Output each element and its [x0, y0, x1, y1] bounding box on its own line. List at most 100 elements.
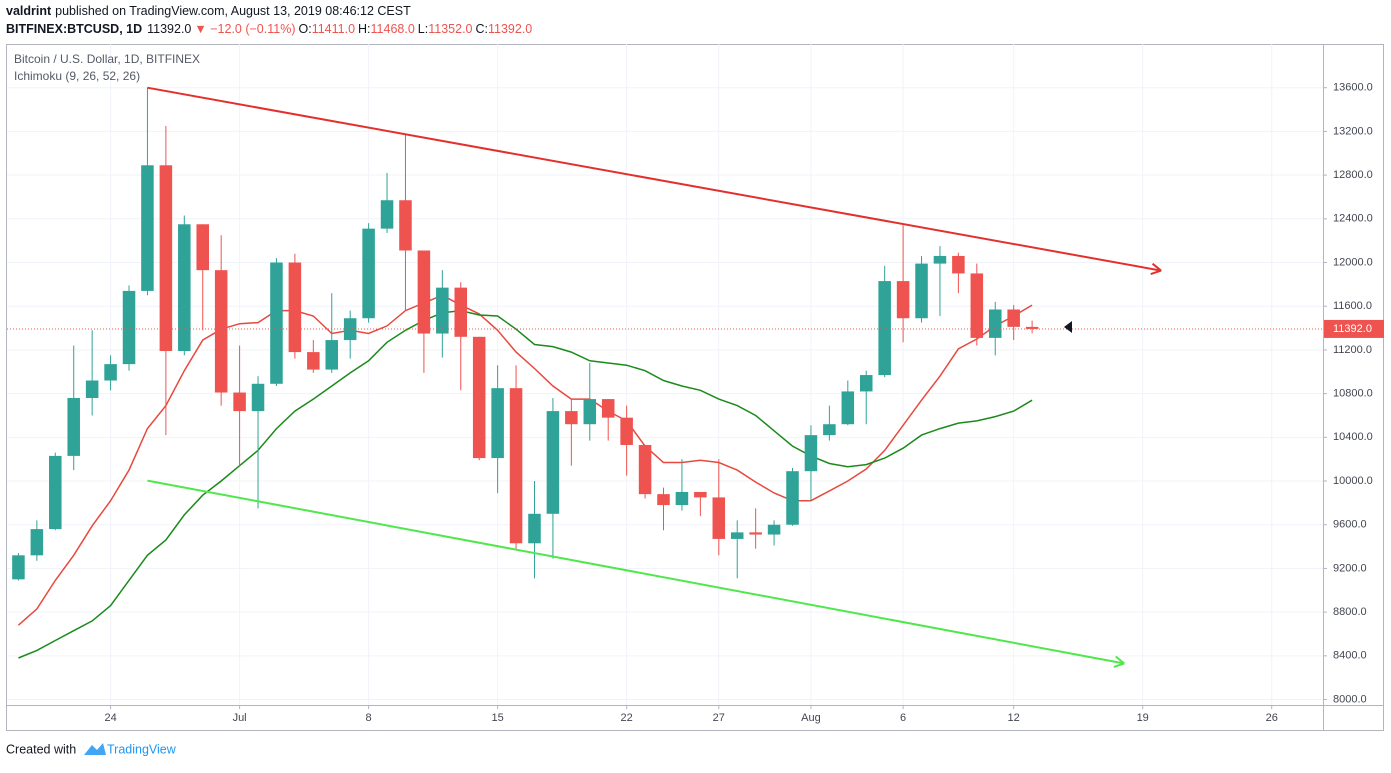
- tradingview-logo: [84, 743, 106, 755]
- y-tick-label: 12400.0: [1333, 213, 1373, 225]
- candle-body: [12, 555, 25, 580]
- x-tick-label: 27: [713, 712, 725, 724]
- indicator-line: [17, 294, 1033, 626]
- candle-body: [767, 524, 781, 535]
- y-tick-label: 13200.0: [1333, 125, 1373, 137]
- candle-body: [49, 455, 62, 530]
- candle-body: [85, 380, 99, 398]
- candle-body: [178, 224, 191, 352]
- candle-body: [841, 391, 855, 425]
- y-tick-label: 10000.0: [1333, 475, 1373, 487]
- candle-body: [859, 375, 873, 392]
- price-label: 11392.0: [1333, 323, 1372, 335]
- candle-body: [583, 399, 597, 425]
- candle-body: [251, 383, 265, 412]
- cursor-marker: [1064, 321, 1072, 333]
- candle-body: [823, 424, 836, 436]
- candle-body: [288, 262, 302, 353]
- x-tick-label: 19: [1137, 712, 1149, 724]
- candle-body: [30, 529, 44, 556]
- candle-body: [233, 392, 246, 412]
- candle-body: [325, 340, 339, 370]
- candle-body: [675, 491, 689, 506]
- header-line: valdrint published on TradingView.com, Au…: [6, 4, 411, 18]
- candle-body: [620, 417, 633, 445]
- y-tick-label: 9200.0: [1333, 562, 1367, 574]
- candle-body: [952, 255, 965, 274]
- chart-frame: [6, 44, 1384, 731]
- candle-body: [749, 532, 762, 535]
- candle-body: [399, 200, 412, 251]
- x-tick-label: 15: [492, 712, 504, 724]
- candle-body: [1025, 326, 1039, 329]
- indicator-line: [18, 309, 1033, 659]
- candle-body: [214, 270, 228, 393]
- candle-body: [915, 263, 928, 319]
- candle-body: [694, 491, 707, 498]
- candle-body: [491, 388, 504, 459]
- candle-body: [417, 250, 431, 334]
- author: valdrint: [6, 4, 52, 18]
- footer-text: Created with: [6, 742, 76, 756]
- candle-body: [730, 532, 744, 539]
- footer-brand: TradingView: [107, 742, 177, 756]
- candle-body: [638, 444, 652, 495]
- candle-body: [565, 411, 578, 425]
- candle-body: [270, 262, 283, 384]
- ohlc-value: 11392.0: [488, 22, 532, 36]
- ohlc-label: O:: [298, 22, 311, 36]
- candle-body: [1007, 309, 1020, 327]
- candle-body: [933, 255, 947, 264]
- candle-body: [380, 200, 394, 229]
- price-label-box: [1324, 319, 1384, 338]
- x-tick-label: 8: [366, 712, 372, 724]
- y-tick-label: 8800.0: [1333, 606, 1367, 618]
- y-tick-label: 12800.0: [1333, 169, 1373, 181]
- candle-body: [878, 281, 891, 376]
- ohlc-label: H:: [358, 22, 371, 36]
- x-tick-label: 6: [900, 712, 906, 724]
- candle-body: [601, 399, 615, 418]
- candle-body: [122, 290, 136, 365]
- y-tick-label: 12000.0: [1333, 256, 1373, 268]
- ohlc-value: 11352.0: [428, 22, 472, 36]
- candle-body: [657, 494, 670, 506]
- x-tick-label: 12: [1008, 712, 1020, 724]
- candle-body: [362, 228, 375, 319]
- candle-body: [546, 411, 560, 514]
- y-tick-label: 10400.0: [1333, 431, 1373, 443]
- candle-body: [804, 435, 818, 472]
- trend-line: [147, 86, 1162, 272]
- candle-body: [786, 471, 799, 525]
- x-tick-label: Aug: [801, 712, 821, 724]
- symbol: BITFINEX:BTCUSD, 1D: [6, 22, 142, 36]
- candle-body: [509, 388, 523, 544]
- candle-body: [159, 165, 173, 352]
- ohlc-value: 11411.0: [312, 22, 355, 36]
- y-tick-label: 9600.0: [1333, 519, 1367, 531]
- candle-body: [343, 318, 357, 341]
- candle-body: [712, 497, 726, 539]
- candle-body: [104, 364, 117, 381]
- indicator-label: Ichimoku (9, 26, 52, 26): [14, 69, 140, 83]
- arrowhead: [1115, 655, 1125, 665]
- y-tick-label: 11200.0: [1333, 344, 1372, 356]
- y-tick-label: 11600.0: [1333, 300, 1372, 312]
- y-tick-label: 13600.0: [1333, 82, 1373, 94]
- candle-body: [454, 287, 468, 337]
- candle-body: [307, 352, 320, 370]
- arrowhead: [1151, 262, 1162, 272]
- y-tick-label: 8000.0: [1333, 693, 1367, 705]
- axes: 8000.0 8400.0 8800.0 9200.0 9600.0 10000.0 104…: [104, 82, 1384, 724]
- x-tick-label: Jul: [233, 712, 247, 724]
- candle-body: [436, 287, 449, 334]
- last-price: 11392.0: [147, 22, 191, 36]
- candle-body: [988, 309, 1002, 338]
- ohlc-label: L:: [418, 22, 428, 36]
- published: published on TradingView.com, August 13,…: [55, 4, 411, 18]
- candle-body: [141, 165, 154, 291]
- arrowhead: [1113, 662, 1125, 668]
- y-tick-label: 10800.0: [1333, 388, 1373, 400]
